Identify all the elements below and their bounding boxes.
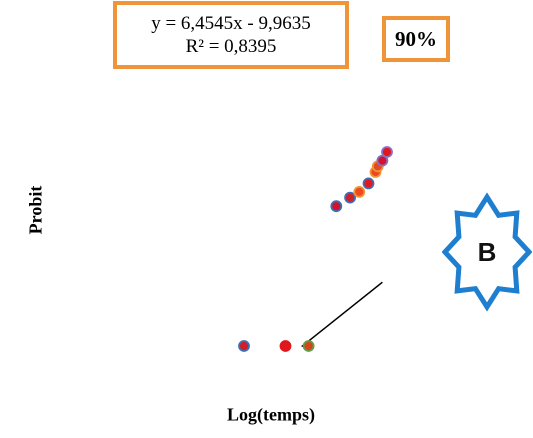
equation-text: y = 6,4545x - 9,9635 <box>151 13 311 34</box>
data-point-4 <box>330 200 343 213</box>
trendline-equation-box: y = 6,4545x - 9,9635 R² = 0,8395 <box>113 1 349 69</box>
data-point-7 <box>362 177 375 190</box>
x-axis-label: Log(temps) <box>227 404 315 425</box>
data-point-1 <box>238 340 250 352</box>
trend-line <box>301 281 383 348</box>
data-point-6 <box>353 185 366 198</box>
r-squared-text: R² = 0,8395 <box>185 36 277 57</box>
star-badge-icon <box>441 192 533 312</box>
data-point-3 <box>302 340 315 352</box>
data-point-5 <box>344 191 357 204</box>
data-point-11 <box>381 146 393 158</box>
badge-b: B <box>441 192 533 312</box>
badge-letter: B <box>477 237 497 267</box>
data-point-2 <box>279 340 292 352</box>
percentage-box: 90% <box>382 16 450 62</box>
